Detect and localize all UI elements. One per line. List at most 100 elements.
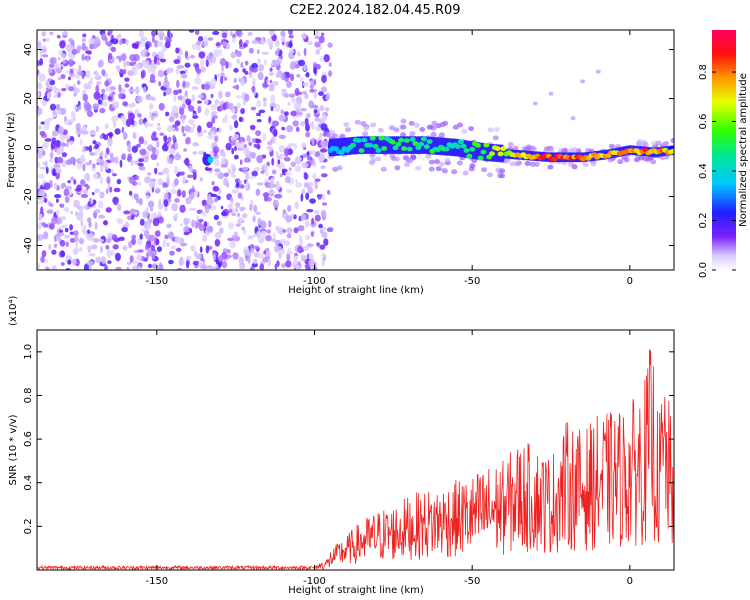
noise-blob [270, 94, 276, 103]
noise-blob [256, 49, 260, 54]
noise-blob [252, 215, 256, 223]
noise-blob [281, 126, 286, 131]
noise-blob [179, 237, 185, 245]
noise-blob [202, 129, 208, 134]
x-tick-label: -100 [303, 276, 326, 287]
noise-blob [235, 223, 241, 227]
noise-blob [257, 71, 264, 81]
x-tick-label: -50 [464, 576, 480, 587]
noise-blob [55, 139, 61, 148]
noise-blob [272, 199, 279, 208]
noise-blob [320, 210, 327, 218]
noise-blob [250, 266, 255, 270]
noise-blob [85, 70, 91, 79]
noise-blob [95, 84, 100, 94]
noise-blob [37, 69, 40, 75]
faint-dot [580, 79, 586, 84]
noise-blob [149, 73, 156, 82]
noise-blob [244, 70, 249, 75]
noise-blob [300, 108, 307, 112]
noise-blob [73, 105, 78, 110]
spectrogram-y-axis-label: Frequency (Hz) [6, 112, 17, 188]
noise-blob [287, 205, 292, 212]
noise-blob [173, 165, 179, 175]
noise-blob [201, 199, 207, 206]
noise-blob [98, 214, 106, 219]
noise-blob [258, 64, 265, 72]
noise-blob [240, 61, 244, 68]
signal-halo [394, 165, 401, 171]
noise-blob [218, 255, 224, 263]
noise-blob [269, 79, 273, 84]
noise-blob [53, 243, 58, 248]
signal-track-core [369, 135, 376, 141]
noise-blob [73, 179, 77, 185]
noise-blob [146, 221, 151, 230]
noise-blob [111, 234, 118, 241]
noise-blob [222, 102, 227, 111]
x-tick-label: -50 [464, 276, 480, 287]
signal-halo [608, 143, 615, 149]
noise-blob [194, 191, 199, 197]
noise-blob [175, 247, 182, 252]
y-tick-label: -20 [23, 188, 34, 204]
y-tick-label: 0.4 [23, 475, 34, 491]
noise-blob [309, 79, 314, 86]
noise-blob [194, 77, 202, 85]
noise-blob [221, 260, 228, 269]
noise-blob [123, 210, 131, 215]
noise-blob [171, 245, 177, 250]
noise-blob [47, 67, 53, 74]
noise-blob [57, 76, 62, 81]
noise-blob [231, 170, 235, 176]
noise-blob [205, 55, 213, 60]
noise-blob [88, 265, 92, 270]
noise-blob [38, 173, 45, 179]
noise-blob [138, 166, 146, 171]
noise-blob [105, 207, 112, 213]
noise-blob [125, 221, 129, 227]
noise-blob [148, 263, 152, 269]
noise-blob [228, 208, 233, 214]
noise-blob [95, 125, 100, 133]
noise-blob [288, 41, 293, 49]
noise-blob [176, 79, 180, 88]
signal-halo [400, 132, 407, 138]
noise-blob [163, 80, 170, 88]
noise-blob [255, 138, 259, 144]
noise-blob [118, 236, 125, 241]
noise-blob [49, 103, 57, 111]
signal-track-core [455, 144, 461, 150]
noise-blob [51, 249, 57, 255]
noise-blob [131, 238, 136, 246]
noise-blob [58, 232, 65, 237]
noise-blob [102, 101, 108, 107]
noise-blob [296, 111, 303, 116]
noise-blob [161, 32, 165, 38]
noise-blob [319, 244, 326, 250]
noise-blob [116, 178, 122, 185]
noise-blob [182, 80, 186, 88]
noise-blob [122, 245, 128, 251]
noise-blob [211, 111, 218, 115]
noise-blob [222, 151, 226, 158]
noise-blob [191, 43, 198, 50]
noise-blob [178, 107, 185, 115]
bright-spot [207, 156, 214, 164]
noise-blob [270, 106, 274, 112]
noise-blob [245, 172, 250, 180]
signal-halo [426, 124, 433, 130]
noise-blob [199, 177, 203, 182]
noise-blob [64, 234, 71, 239]
noise-blob [158, 198, 162, 206]
noise-blob [286, 253, 291, 261]
y-tick-label: 0 [23, 144, 34, 150]
noise-blob [54, 62, 60, 68]
noise-blob [100, 150, 104, 157]
noise-blob [290, 161, 296, 167]
noise-blob [179, 171, 185, 176]
noise-blob [238, 136, 246, 144]
noise-blob [148, 183, 156, 188]
signal-halo [486, 172, 493, 178]
